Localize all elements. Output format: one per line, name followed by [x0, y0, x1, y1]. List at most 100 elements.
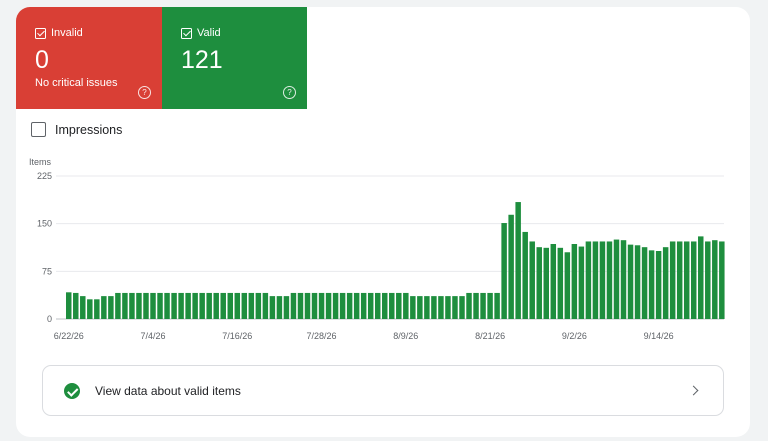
- chart-bar[interactable]: [613, 239, 620, 319]
- chart-bar[interactable]: [367, 292, 374, 319]
- valid-tile[interactable]: Valid 121 ?: [162, 7, 307, 109]
- chart-bar[interactable]: [276, 296, 283, 319]
- help-icon[interactable]: ?: [283, 86, 296, 99]
- chart-bar[interactable]: [206, 292, 212, 319]
- chart-bar[interactable]: [136, 292, 142, 319]
- chart-bar[interactable]: [634, 245, 641, 319]
- chart-bar[interactable]: [199, 292, 205, 319]
- chart-bar[interactable]: [150, 292, 156, 319]
- chart-bar[interactable]: [171, 292, 177, 319]
- chart-bar[interactable]: [515, 202, 521, 319]
- chart-bar[interactable]: [417, 296, 423, 319]
- chart-bar[interactable]: [304, 292, 311, 319]
- chart-bar[interactable]: [185, 292, 191, 319]
- chart-bar[interactable]: [501, 223, 507, 319]
- help-icon[interactable]: ?: [138, 86, 151, 99]
- chart-bar[interactable]: [712, 240, 718, 319]
- chart-bar[interactable]: [571, 244, 578, 319]
- chart-bar[interactable]: [424, 296, 430, 319]
- chart-bar[interactable]: [346, 292, 353, 319]
- chart-bar[interactable]: [438, 296, 444, 319]
- chart-bar[interactable]: [655, 251, 662, 319]
- chart-bar[interactable]: [389, 292, 395, 319]
- chart-bar[interactable]: [648, 250, 655, 319]
- chart-bar[interactable]: [283, 296, 290, 319]
- chart-bar[interactable]: [157, 292, 163, 319]
- chart-bar[interactable]: [529, 241, 535, 319]
- chart-bar[interactable]: [550, 244, 557, 319]
- chart-bar[interactable]: [536, 247, 542, 319]
- chevron-right-icon[interactable]: [688, 385, 699, 396]
- chart-bar[interactable]: [683, 241, 690, 319]
- chart-bar[interactable]: [332, 292, 339, 319]
- chart-bar[interactable]: [606, 241, 613, 319]
- invalid-tile[interactable]: Invalid 0 No critical issues ?: [16, 7, 162, 109]
- chart-bar[interactable]: [494, 292, 500, 319]
- chart-bar[interactable]: [129, 292, 135, 319]
- chart-bar[interactable]: [297, 292, 304, 319]
- chart-bar[interactable]: [480, 292, 486, 319]
- chart-bar[interactable]: [339, 292, 346, 319]
- chart-bar[interactable]: [227, 292, 233, 319]
- chart-bar[interactable]: [698, 236, 704, 319]
- chart-bar[interactable]: [487, 292, 493, 319]
- chart-bar[interactable]: [564, 252, 571, 319]
- chart-bar[interactable]: [557, 247, 564, 319]
- chart-bar[interactable]: [403, 292, 409, 319]
- chart-bar[interactable]: [318, 292, 325, 319]
- impressions-toggle[interactable]: Impressions: [31, 122, 122, 137]
- chart-bar[interactable]: [473, 292, 479, 319]
- chart-bar[interactable]: [543, 247, 549, 319]
- chart-bar[interactable]: [662, 247, 669, 319]
- chart-bar[interactable]: [508, 214, 514, 319]
- chart-bar[interactable]: [80, 296, 86, 319]
- chart-bar[interactable]: [374, 292, 381, 319]
- chart-bar[interactable]: [410, 296, 416, 319]
- chart-bar[interactable]: [360, 292, 367, 319]
- chart-bar[interactable]: [353, 292, 360, 319]
- chart-bar[interactable]: [690, 241, 697, 319]
- chart-bar[interactable]: [585, 241, 592, 319]
- chart-bar[interactable]: [459, 296, 465, 319]
- chart-bar[interactable]: [73, 292, 79, 319]
- chart-bar[interactable]: [164, 292, 170, 319]
- chart-bar[interactable]: [641, 247, 648, 319]
- chart-bar[interactable]: [269, 296, 276, 319]
- chart-bar[interactable]: [115, 292, 121, 319]
- chart-bar[interactable]: [676, 241, 683, 319]
- chart-bar[interactable]: [620, 240, 627, 319]
- chart-bar[interactable]: [325, 292, 332, 319]
- chart-bar[interactable]: [578, 246, 585, 319]
- chart-bar[interactable]: [122, 292, 128, 319]
- chart-bar[interactable]: [431, 296, 437, 319]
- checkbox-checked-icon[interactable]: [181, 27, 192, 39]
- chart-bar[interactable]: [452, 296, 458, 319]
- chart-bar[interactable]: [101, 296, 107, 319]
- chart-bar[interactable]: [705, 241, 711, 319]
- chart-bar[interactable]: [241, 292, 248, 319]
- chart-bar[interactable]: [192, 292, 198, 319]
- chart-bar[interactable]: [234, 292, 241, 319]
- chart-bar[interactable]: [108, 296, 114, 319]
- chart-bar[interactable]: [311, 292, 318, 319]
- chart-bar[interactable]: [248, 292, 255, 319]
- chart-bar[interactable]: [290, 292, 297, 319]
- chart-bar[interactable]: [255, 292, 262, 319]
- chart-bar[interactable]: [627, 244, 634, 319]
- chart-bar[interactable]: [466, 292, 472, 319]
- chart-bar[interactable]: [522, 231, 528, 319]
- chart-bar[interactable]: [213, 292, 219, 319]
- checkbox-unchecked-icon[interactable]: [31, 122, 46, 137]
- view-valid-items-link[interactable]: View data about valid items: [42, 365, 724, 416]
- chart-bar[interactable]: [66, 292, 72, 319]
- chart-bar[interactable]: [669, 241, 676, 319]
- chart-bar[interactable]: [220, 292, 226, 319]
- chart-bar[interactable]: [87, 299, 93, 319]
- checkbox-checked-icon[interactable]: [35, 27, 46, 39]
- chart-bar[interactable]: [94, 299, 100, 319]
- chart-bar[interactable]: [178, 292, 184, 319]
- chart-bar[interactable]: [382, 292, 388, 319]
- chart-bar[interactable]: [592, 241, 599, 319]
- chart-bar[interactable]: [143, 292, 149, 319]
- chart-bar[interactable]: [262, 292, 269, 319]
